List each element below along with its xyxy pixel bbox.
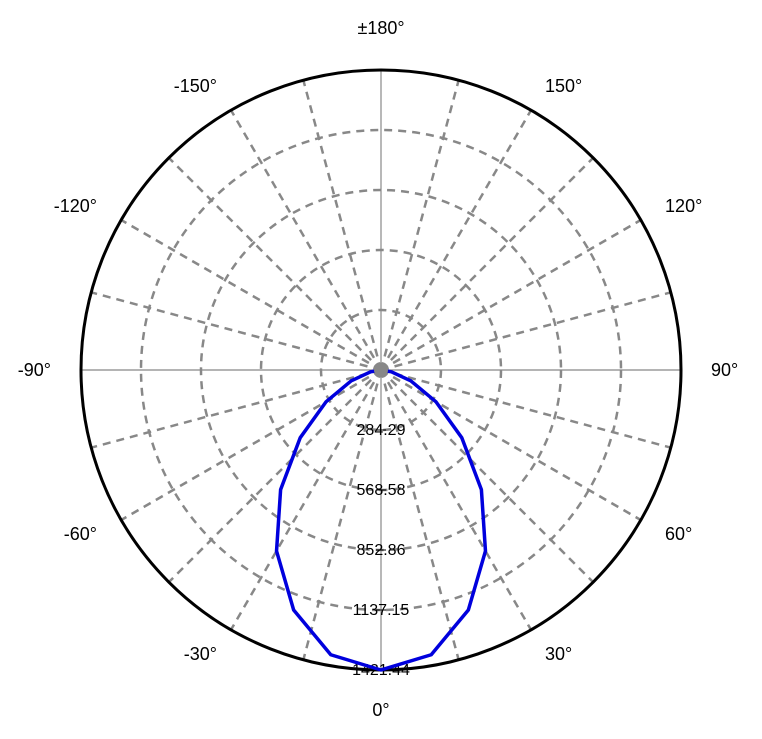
- angle-label: 90°: [711, 360, 738, 380]
- radial-label: 568.58: [357, 482, 406, 499]
- grid-spoke: [381, 158, 593, 370]
- radial-label: 284.29: [357, 422, 406, 439]
- angle-label: 0°: [372, 700, 389, 720]
- polar-chart: 284.29568.58852.861137.151421.44-90°-120…: [0, 0, 762, 739]
- grid-spoke: [381, 220, 641, 370]
- angle-label: -90°: [18, 360, 51, 380]
- grid-spoke: [381, 292, 671, 370]
- grid-spoke: [381, 110, 531, 370]
- grid-spoke: [381, 370, 671, 448]
- angle-label: 60°: [665, 524, 692, 544]
- grid-spoke: [303, 80, 381, 370]
- grid-spoke: [381, 80, 459, 370]
- grid-spoke: [381, 370, 531, 630]
- grid-spoke: [381, 370, 641, 520]
- radial-label: 852.86: [357, 542, 406, 559]
- grid-spoke: [169, 158, 381, 370]
- grid-spoke: [121, 370, 381, 520]
- angle-label: 30°: [545, 644, 572, 664]
- center-dot: [374, 363, 388, 377]
- angle-label: -60°: [64, 524, 97, 544]
- grid-spoke: [121, 220, 381, 370]
- grid-spoke: [91, 370, 381, 448]
- angle-label: -30°: [184, 644, 217, 664]
- angle-label: -120°: [54, 196, 97, 216]
- grid-spoke: [231, 110, 381, 370]
- grid-spoke: [91, 292, 381, 370]
- radial-label: 1137.15: [353, 602, 410, 619]
- angle-label: 120°: [665, 196, 702, 216]
- angle-label: 150°: [545, 76, 582, 96]
- angle-label: ±180°: [357, 18, 404, 38]
- angle-label: -150°: [174, 76, 217, 96]
- grid-spoke: [231, 370, 381, 630]
